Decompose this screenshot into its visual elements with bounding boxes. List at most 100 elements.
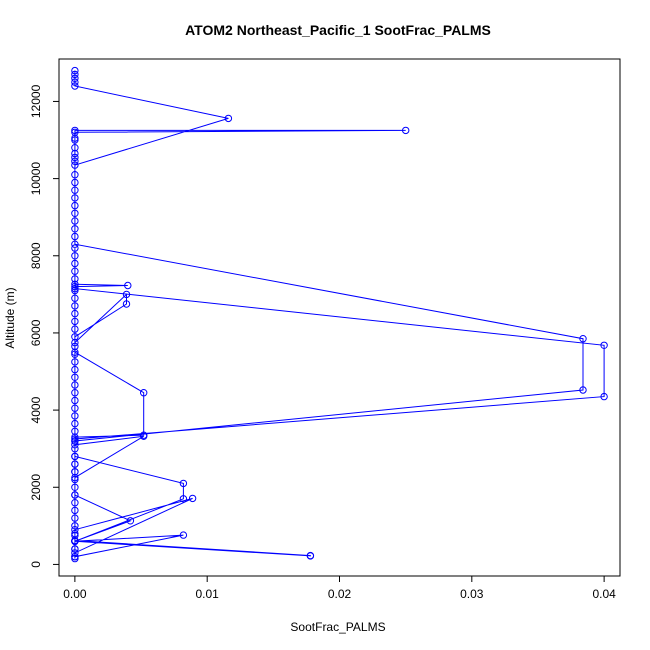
data-point: [71, 161, 79, 169]
data-point: [71, 350, 79, 358]
data-point: [402, 126, 410, 135]
data-point: [124, 281, 132, 290]
data-point: [71, 404, 79, 412]
data-point: [71, 553, 79, 561]
data-point: [179, 479, 188, 488]
data-point: [71, 201, 79, 210]
data-point: [71, 452, 79, 461]
data-point: [71, 171, 79, 179]
x-axis: 0.00 0.01 0.02 0.03 0.04: [63, 576, 616, 601]
y-tick-label: 6000: [29, 319, 43, 346]
data-point: [71, 514, 79, 522]
data-point: [71, 358, 79, 366]
y-tick-label: 2000: [29, 474, 43, 501]
data-point: [140, 431, 148, 439]
data-point: [71, 435, 79, 443]
data-point: [71, 259, 79, 268]
x-tick-label: 0.02: [328, 587, 352, 601]
data-point: [71, 526, 79, 534]
chart-title: ATOM2 Northeast_Pacific_1 SootFrac_PALMS: [185, 22, 491, 38]
plot-frame: [58, 58, 621, 577]
data-point: [71, 186, 79, 194]
data-point: [71, 473, 79, 482]
data-point: [71, 338, 79, 347]
data-point: [71, 194, 79, 202]
data-point: [71, 78, 79, 86]
data-point: [71, 491, 79, 499]
data-point: [71, 412, 79, 420]
data-point: [71, 342, 79, 351]
x-tick-label: 0.03: [460, 587, 484, 601]
data-point: [71, 468, 79, 476]
data-point: [306, 551, 315, 560]
data-point: [126, 517, 135, 525]
data-point: [71, 433, 79, 441]
data-point: [179, 495, 188, 503]
data-point: [71, 389, 79, 397]
data-point: [71, 460, 79, 468]
data-point: [71, 136, 79, 144]
data-point: [71, 209, 79, 218]
data-point: [71, 217, 79, 225]
y-tick-label: 4000: [29, 396, 43, 423]
data-point: [71, 445, 79, 453]
data-point: [71, 325, 79, 333]
data-point: [71, 506, 79, 515]
data-point: [71, 396, 79, 405]
data-point: [71, 381, 79, 389]
data-point: [71, 240, 79, 248]
x-tick-label: 0.04: [592, 587, 616, 601]
data-point: [579, 386, 587, 394]
data-point: [71, 286, 79, 295]
data-point: [71, 427, 79, 435]
data-point: [71, 144, 79, 152]
x-tick-label: 0.00: [63, 587, 87, 601]
data-point: [71, 522, 79, 530]
data-point: [71, 549, 79, 557]
data-point: [579, 335, 587, 343]
data-point: [71, 153, 79, 162]
data-point: [71, 294, 79, 302]
x-axis-label: SootFrac_PALMS: [290, 620, 385, 634]
y-tick-label: 0: [29, 561, 43, 568]
data-point: [71, 252, 79, 260]
data-point: [140, 389, 148, 397]
data-point: [71, 531, 79, 540]
y-tick-label: 8000: [29, 242, 43, 269]
data-point: [71, 149, 79, 158]
data-point: [71, 317, 79, 326]
x-tick-label: 0.01: [196, 587, 220, 601]
data-point: [71, 284, 79, 293]
data-point: [71, 441, 79, 449]
data-point: [71, 475, 79, 484]
data-point: [71, 499, 79, 507]
data-point: [122, 290, 131, 299]
data-point: [71, 157, 79, 165]
data-point: [600, 392, 608, 401]
data-point: [600, 341, 608, 349]
data-point: [71, 267, 79, 275]
y-tick-label: 10000: [29, 162, 43, 196]
data-point: [71, 419, 79, 428]
data-point: [179, 531, 188, 539]
data-point: [71, 302, 79, 310]
data-point: [122, 300, 131, 308]
data-point: [71, 348, 79, 356]
data-point: [224, 114, 233, 123]
data-point: [71, 244, 79, 252]
data-point: [71, 373, 79, 381]
data-point: [71, 554, 79, 563]
data-point: [188, 494, 197, 503]
data-point: [71, 126, 79, 135]
series-line: [74, 70, 605, 559]
data-point: [71, 82, 79, 90]
data-point: [71, 545, 79, 553]
data-point: [71, 333, 79, 341]
data-point: [71, 365, 79, 374]
data-points: [71, 66, 608, 563]
data-point: [71, 437, 79, 445]
data-point: [71, 232, 79, 241]
data-point: [71, 282, 79, 291]
y-axis-label: Altitude (m): [3, 287, 17, 348]
